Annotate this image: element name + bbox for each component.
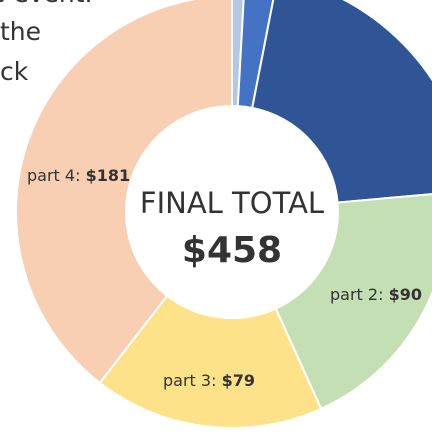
slice [274, 193, 432, 411]
slice-name: part 3: [163, 371, 216, 390]
slice-label: part 3: $79 [163, 371, 255, 390]
center-value: $458 [182, 230, 282, 271]
slice-value: $79 [222, 371, 255, 390]
slice [98, 294, 323, 429]
text-fragment: ck [0, 57, 29, 86]
slice-value: $181 [86, 166, 131, 185]
slice-name: part 4: [27, 166, 80, 185]
slice-name: part 2: [330, 285, 383, 304]
center-title: FINAL TOTAL [140, 186, 324, 220]
slice-value: $90 [389, 285, 422, 304]
text-fragment: e event. [0, 0, 92, 8]
text-fragment: the [0, 17, 41, 46]
slice [251, 0, 432, 204]
donut [15, 0, 432, 429]
slice [15, 0, 233, 385]
slice-label: part 2: $90 [330, 285, 422, 304]
slice-label: part 4: $181 [27, 166, 130, 185]
